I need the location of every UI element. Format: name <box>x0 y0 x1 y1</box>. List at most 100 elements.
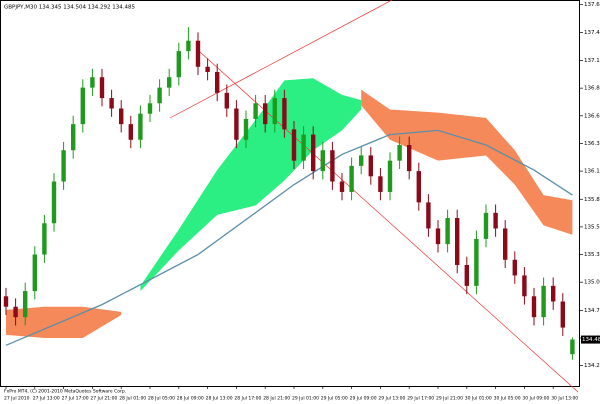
x-tick-label: 29 Jul 01:00 <box>292 396 319 402</box>
candle-body <box>531 296 537 318</box>
candle-body <box>378 176 383 192</box>
candle-body <box>339 181 345 192</box>
candle-body <box>522 275 527 297</box>
moving-average <box>5 129 573 346</box>
x-tick-label: 29 Jul 21:00 <box>436 396 463 402</box>
x-tick-label: 29 Jul 05:00 <box>321 396 348 402</box>
x-tick-label: 28 Jul 05:00 <box>148 396 175 402</box>
candle-body <box>119 108 124 125</box>
candle-body <box>272 98 277 125</box>
y-tick-label: 135.300 <box>584 252 600 258</box>
x-tick-label: 29 Jul 13:00 <box>378 396 405 402</box>
candle-body <box>167 77 172 88</box>
candle-body <box>474 238 479 286</box>
candle-body <box>32 254 37 292</box>
y-tick-label: 134.235 <box>584 363 600 369</box>
candle-body <box>99 77 105 99</box>
candle-body <box>416 171 421 203</box>
candle-body <box>387 160 393 192</box>
candle-body <box>205 66 210 72</box>
cloud <box>6 306 122 339</box>
candle-body <box>263 103 268 125</box>
candle-body <box>147 103 153 114</box>
candle-body <box>541 285 546 318</box>
candle-body <box>551 285 556 302</box>
candle-body <box>128 124 133 140</box>
candle-body <box>349 165 354 192</box>
candle-body <box>291 129 297 161</box>
candles <box>3 27 575 360</box>
candle-body <box>512 259 517 276</box>
candle-body <box>42 223 47 255</box>
cloud <box>140 78 362 292</box>
candle-body <box>61 150 66 182</box>
x-tick-label: 30 Jul 09:00 <box>522 396 549 402</box>
candle-body <box>23 291 28 318</box>
candle-body <box>71 124 76 151</box>
y-tick-label: 136.630 <box>584 113 600 119</box>
candle-body <box>224 92 229 109</box>
candle-body <box>234 108 239 140</box>
candle-body <box>282 98 287 130</box>
candle-body <box>243 118 249 140</box>
trend-line <box>169 0 393 119</box>
footer: FxPro MT4, (C) 2001-2010 MetaQuotes Soft… <box>4 389 126 395</box>
candle-body <box>503 228 508 260</box>
candle-body <box>570 339 575 355</box>
y-tick-label: 134.765 <box>584 308 600 314</box>
candle-body <box>186 40 191 52</box>
candle-body <box>301 134 306 161</box>
lines <box>5 129 573 346</box>
cloud <box>361 89 573 235</box>
last-price-box <box>581 335 600 344</box>
candle-body <box>253 103 258 119</box>
candle-body <box>3 296 9 307</box>
x-tick-label: 29 Jul 17:00 <box>407 396 434 402</box>
candle-body <box>407 145 412 172</box>
y-tick-label: 137.160 <box>584 58 600 64</box>
candle-body <box>138 113 143 140</box>
y-tick-label: 135.035 <box>584 280 600 286</box>
candle-body <box>397 145 402 161</box>
candle-body <box>560 301 565 328</box>
y-tick-label: 136.100 <box>584 169 600 175</box>
x-tick-label: 28 Jul 01:00 <box>119 396 146 402</box>
y-tick-label: 137.430 <box>584 30 600 36</box>
candle-body <box>90 77 95 88</box>
candle-body <box>330 150 335 182</box>
axis: 137.695 137.430 137.160 136.895 136.630 136.3… <box>4 2 600 402</box>
y-tick-label: 136.895 <box>584 86 600 92</box>
candle-body <box>359 155 364 166</box>
candle-body <box>426 202 431 229</box>
y-tick-label: 137.695 <box>584 2 600 8</box>
candle-body <box>464 264 469 286</box>
candle-body <box>13 306 18 318</box>
x-tick-label: 30 Jul 13:00 <box>551 396 578 402</box>
x-tick-label: 27 Jul 13:00 <box>33 396 60 402</box>
candle-body <box>51 181 57 224</box>
x-tick-label: 30 Jul 01:00 <box>465 396 492 402</box>
candle-body <box>455 218 460 265</box>
candle-body <box>157 87 162 104</box>
candle-body <box>176 51 181 78</box>
candle-body <box>215 71 220 93</box>
last-price-label: 134.485 <box>582 337 600 343</box>
y-tick-label: 136.365 <box>584 141 600 147</box>
bands <box>6 78 573 339</box>
x-tick-label: 28 Jul 13:00 <box>206 396 233 402</box>
candle-body <box>311 134 316 172</box>
candle-body <box>445 218 450 245</box>
chart-title: GBPJPY,M30 134.345 134.504 134.292 134.4… <box>4 5 135 11</box>
x-tick-label: 27 Jul 17:00 <box>62 396 89 402</box>
x-tick-label: 27 Jul 2010 <box>4 396 30 402</box>
candle-body <box>368 155 373 177</box>
candle-body <box>483 212 489 239</box>
candle-body <box>435 228 441 245</box>
candle-body <box>195 40 201 67</box>
x-tick-label: 28 Jul 17:00 <box>234 396 261 402</box>
x-tick-label: 27 Jul 21:00 <box>90 396 117 402</box>
candle-body <box>109 98 114 109</box>
x-tick-label: 29 Jul 09:00 <box>350 396 377 402</box>
